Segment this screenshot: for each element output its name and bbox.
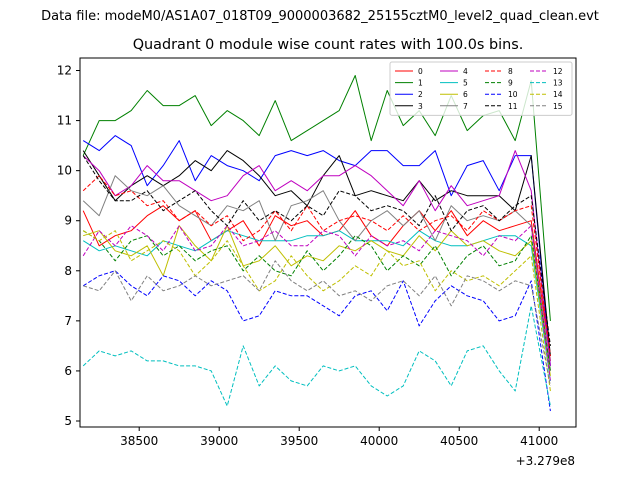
legend-label-6: 6: [463, 90, 468, 99]
x-offset-label: +3.279e8: [516, 454, 575, 468]
x-tick-label: 40500: [440, 434, 478, 448]
legend-label-15: 15: [553, 102, 563, 111]
series-line-7: [82, 175, 551, 371]
axes: 38500 39000 39500 40000 40500 410005678910111…: [57, 57, 577, 448]
legend-box: [389, 61, 573, 116]
legend-label-9: 9: [508, 79, 513, 88]
series-line-12: [82, 225, 551, 381]
chart-title: Quadrant 0 module wise count rates with …: [133, 37, 524, 53]
legend-label-7: 7: [463, 102, 468, 111]
suptitle: Data file: modeM0/AS1A07_018T09_90000036…: [41, 9, 599, 24]
series-line-11: [82, 155, 551, 346]
legend-label-8: 8: [508, 67, 513, 76]
x-tick-label: 39500: [280, 434, 318, 448]
legend-label-5: 5: [463, 79, 468, 88]
legend-label-13: 13: [553, 79, 563, 88]
legend-label-4: 4: [463, 67, 468, 76]
series-line-3: [82, 150, 551, 356]
x-tick-label: 39000: [200, 434, 238, 448]
series-line-1: [82, 75, 551, 321]
series-line-14: [82, 230, 551, 392]
y-tick-label: 5: [64, 414, 72, 428]
legend-label-12: 12: [553, 67, 563, 76]
series-line-4: [82, 150, 551, 366]
y-tick-label: 9: [64, 214, 72, 228]
legend-label-11: 11: [508, 102, 518, 111]
series-line-2: [82, 135, 551, 366]
x-tick-label: 41000: [520, 434, 558, 448]
series-line-9: [82, 230, 551, 371]
y-tick-label: 11: [57, 114, 72, 128]
y-tick-label: 8: [64, 264, 72, 278]
y-tick-label: 10: [57, 164, 72, 178]
axes-frame: [79, 57, 577, 428]
legend-label-14: 14: [553, 90, 563, 99]
x-tick-label: 38500: [120, 434, 158, 448]
series-line-6: [83, 225, 551, 376]
series-line-8: [82, 175, 551, 356]
y-tick-label: 7: [64, 314, 72, 328]
legend-label-0: 0: [418, 67, 423, 76]
y-tick-label: 12: [57, 64, 72, 78]
series-line-15: [83, 260, 551, 386]
legend-label-10: 10: [508, 90, 518, 99]
legend-label-1: 1: [418, 79, 423, 88]
legend-label-3: 3: [418, 102, 423, 111]
legend-label-2: 2: [418, 90, 423, 99]
x-tick-label: 40000: [360, 434, 398, 448]
series-line-13: [82, 305, 551, 407]
series-line-10: [82, 270, 551, 412]
y-tick-label: 6: [64, 364, 72, 378]
plot-area: [82, 75, 551, 412]
